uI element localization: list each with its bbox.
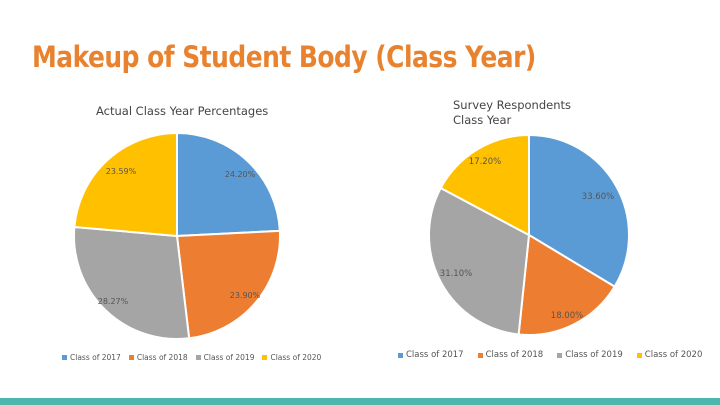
legend-label: Class of 2017 <box>406 350 464 360</box>
legend-label: Class of 2020 <box>270 353 322 362</box>
pie-data-label: 23.59% <box>106 167 137 176</box>
pie-slice-class-of-2017 <box>528 134 630 288</box>
slide-title: Makeup of Student Body (Class Year) <box>32 40 536 74</box>
pie-slice-class-of-2019 <box>428 187 530 336</box>
chart-2-title: Survey Respondents Class Year <box>453 98 571 127</box>
legend-swatch <box>262 355 268 360</box>
pie-slice-class-of-2018 <box>517 234 616 336</box>
chart-1-legend: Class of 2017 Class of 2018 Class of 201… <box>62 353 329 362</box>
legend-swatch <box>477 352 483 358</box>
pie-data-label: 28.27% <box>98 297 129 306</box>
pie-slice-class-of-2020 <box>439 134 530 236</box>
pie-slice-class-of-2019 <box>73 225 191 340</box>
pie-data-label: 23.90% <box>230 291 261 300</box>
legend-label: Class of 2017 <box>70 353 121 362</box>
legend-swatch <box>636 352 642 358</box>
pie-slice-class-of-2017 <box>176 132 281 237</box>
legend-item-class-2019: Class of 2019 <box>195 353 255 362</box>
pie-data-label: 31.10% <box>440 269 472 279</box>
chart-1-title: Actual Class Year Percentages <box>96 104 269 118</box>
legend-swatch <box>557 352 563 358</box>
legend-swatch <box>62 355 67 360</box>
legend-swatch <box>195 355 201 360</box>
legend-label: Class of 2018 <box>485 350 544 360</box>
legend-swatch <box>398 352 403 358</box>
legend-item-class-2018: Class of 2018 <box>477 350 544 360</box>
pie-data-label: 17.20% <box>469 157 501 167</box>
legend-label: Class of 2020 <box>644 350 703 360</box>
pie-data-label: 33.60% <box>582 192 614 202</box>
legend-item-class-2020: Class of 2020 <box>262 353 321 362</box>
legend-item-class-2017: Class of 2017 <box>62 353 121 362</box>
pie-data-label: 24.20% <box>225 170 256 179</box>
pie-slice-class-of-2020 <box>73 132 178 237</box>
bottom-accent-bar <box>0 398 720 405</box>
pie-slice-class-of-2018 <box>176 229 281 340</box>
legend-swatch <box>128 355 134 360</box>
legend-label: Class of 2018 <box>136 353 188 362</box>
legend-item-class-2019: Class of 2019 <box>557 350 623 360</box>
legend-label: Class of 2019 <box>203 353 255 362</box>
chart-2-legend: Class of 2017 Class of 2018 Class of 201… <box>398 350 716 360</box>
legend-item-class-2017: Class of 2017 <box>398 350 464 360</box>
legend-item-class-2018: Class of 2018 <box>128 353 188 362</box>
legend-label: Class of 2019 <box>565 350 623 360</box>
legend-item-class-2020: Class of 2020 <box>636 350 703 360</box>
pie-data-label: 18.00% <box>551 311 583 321</box>
